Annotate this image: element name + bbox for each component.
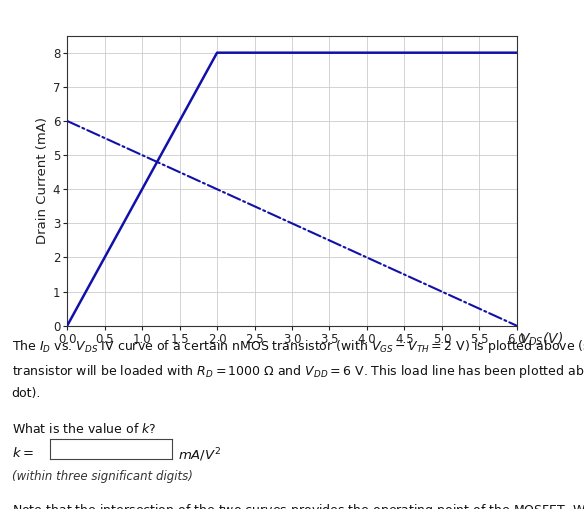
Text: transistor will be loaded with $R_D = 1000\ \Omega$ and $V_{DD} = 6$ V. This loa: transistor will be loaded with $R_D = 10… — [12, 363, 584, 380]
Text: $k=$: $k=$ — [12, 446, 33, 460]
Text: What is the value of $k$?: What is the value of $k$? — [12, 421, 156, 436]
Text: $V_{DS}$(V): $V_{DS}$(V) — [519, 331, 564, 348]
Text: (within three significant digits): (within three significant digits) — [12, 470, 193, 484]
Text: dot).: dot). — [12, 387, 41, 401]
Text: Note that the intersection of the two curves provides the operating point of the: Note that the intersection of the two cu… — [12, 502, 584, 509]
Text: $mA/V^2$: $mA/V^2$ — [178, 446, 221, 464]
Y-axis label: Drain Current (mA): Drain Current (mA) — [36, 117, 48, 244]
Text: The $I_D$ vs. $V_{DS}$ IV curve of a certain nMOS transistor (with $V_{GS} - V_{: The $I_D$ vs. $V_{DS}$ IV curve of a cer… — [12, 338, 584, 355]
